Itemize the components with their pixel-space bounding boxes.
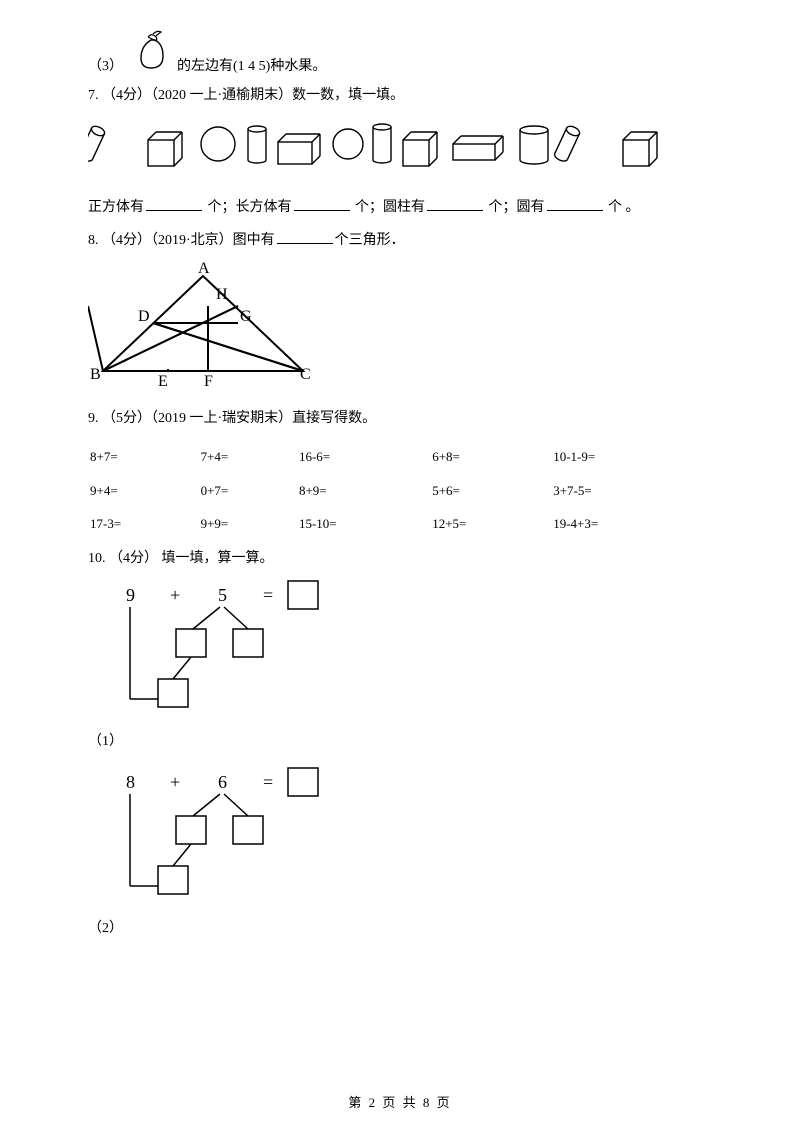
calc-cell: 3+7-5= <box>553 475 710 507</box>
label-F: F <box>204 373 213 390</box>
q3-prefix: （3） <box>88 56 123 77</box>
q10-sub1-label: （1） <box>88 731 712 752</box>
calc-cell: 12+5= <box>432 508 551 540</box>
q10-sub2-figure: 8 + 6 = <box>108 766 712 908</box>
calc-cell: 19-4+3= <box>553 508 710 540</box>
table-row: 17-3= 9+9= 15-10= 12+5= 19-4+3= <box>90 508 710 540</box>
table-row: 9+4= 0+7= 8+9= 5+6= 3+7-5= <box>90 475 710 507</box>
q8-figure: A B C D E F G H <box>88 261 712 398</box>
q3-suffix: 的左边有(1 4 5)种水果。 <box>177 56 326 77</box>
label-E: E <box>158 373 168 390</box>
q7-fill: 正方体有 个；长方体有 个；圆柱有 个；圆有 个 。 <box>88 195 712 218</box>
q8-heading: 8. （4分）（2019·北京）图中有 <box>88 233 275 248</box>
calc-cell: 0+7= <box>201 475 297 507</box>
q10-2-eq: = <box>263 772 273 792</box>
label-H: H <box>216 286 228 303</box>
page-footer: 第 2 页 共 8 页 <box>0 1093 800 1113</box>
calc-cell: 8+9= <box>299 475 430 507</box>
q9-table: 8+7= 7+4= 16-6= 6+8= 10-1-9= 9+4= 0+7= 8… <box>88 439 712 542</box>
calc-cell: 8+7= <box>90 441 199 473</box>
label-G: G <box>240 308 252 325</box>
q7-heading: 7. （4分）（2020 一上·通榆期末）数一数，填一填。 <box>88 85 712 106</box>
eggplant-icon <box>133 28 171 77</box>
q10-1-a: 9 <box>126 585 135 605</box>
label-A: A <box>198 261 210 277</box>
q7-b: 个；长方体有 <box>208 200 292 215</box>
q10-heading: 10. （4分） 填一填，算一算。 <box>88 548 712 569</box>
calc-cell: 9+4= <box>90 475 199 507</box>
calc-cell: 17-3= <box>90 508 199 540</box>
q7-d: 个；圆有 <box>489 200 545 215</box>
table-row: 8+7= 7+4= 16-6= 6+8= 10-1-9= <box>90 441 710 473</box>
blank-input[interactable] <box>427 195 483 211</box>
q10-sub2-label: （2） <box>88 918 712 939</box>
q10-1-eq: = <box>263 585 273 605</box>
q10-2-op: + <box>170 772 180 792</box>
label-C: C <box>300 366 311 383</box>
q9-heading: 9. （5分）（2019 一上·瑞安期末）直接写得数。 <box>88 408 712 429</box>
label-D: D <box>138 308 150 325</box>
blank-input[interactable] <box>547 195 603 211</box>
calc-cell: 10-1-9= <box>553 441 710 473</box>
label-B: B <box>90 366 101 383</box>
calc-cell: 16-6= <box>299 441 430 473</box>
q7-a: 正方体有 <box>88 200 144 215</box>
q10-1-op: + <box>170 585 180 605</box>
calc-cell: 9+9= <box>201 508 297 540</box>
q7-shapes <box>88 116 712 185</box>
calc-cell: 15-10= <box>299 508 430 540</box>
q10-sub1-figure: 9 + 5 = <box>108 579 712 721</box>
calc-cell: 5+6= <box>432 475 551 507</box>
q10-2-a: 8 <box>126 772 135 792</box>
q7-c: 个；圆柱有 <box>355 200 425 215</box>
blank-input[interactable] <box>294 195 350 211</box>
calc-cell: 6+8= <box>432 441 551 473</box>
blank-input[interactable] <box>146 195 202 211</box>
q10-2-b: 6 <box>218 772 227 792</box>
q8-tail: 个三角形． <box>335 233 405 248</box>
q8-heading-row: 8. （4分）（2019·北京）图中有 个三角形． <box>88 228 712 251</box>
q7-e: 个 。 <box>608 200 640 215</box>
calc-cell: 7+4= <box>201 441 297 473</box>
q10-1-b: 5 <box>218 585 227 605</box>
q3-row: （3） 的左边有(1 4 5)种水果。 <box>88 28 712 77</box>
blank-input[interactable] <box>277 228 333 244</box>
